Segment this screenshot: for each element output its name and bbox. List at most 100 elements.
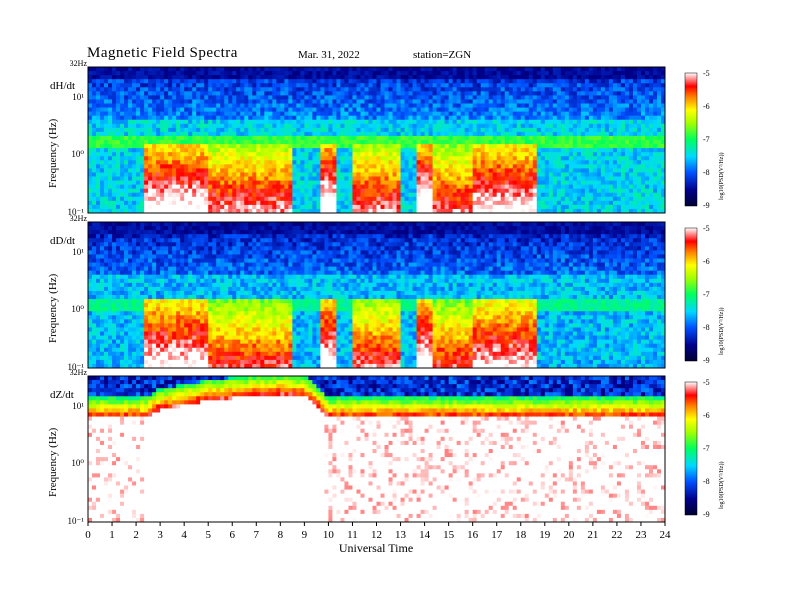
spectrogram-cell <box>628 196 634 202</box>
spectrogram-cell <box>196 192 201 198</box>
spectrogram-cell <box>352 204 357 210</box>
spectrogram-cell <box>152 156 157 161</box>
spectrogram-cell <box>376 127 381 133</box>
spectrogram-cell <box>156 156 161 161</box>
spectrogram-cell <box>332 67 337 72</box>
spectrogram-cell <box>476 79 482 84</box>
spectrogram-cell <box>416 144 421 149</box>
spectrogram-cell <box>564 135 570 141</box>
spectrogram-cell <box>92 127 97 133</box>
spectrogram-cell <box>432 111 438 117</box>
spectrogram-cell <box>536 172 542 177</box>
spectrogram-cell <box>496 135 502 141</box>
spectrogram-cell <box>88 156 93 161</box>
spectrogram-cell <box>392 71 397 76</box>
spectrogram-cell <box>456 200 462 206</box>
spectrogram-cell <box>352 196 357 202</box>
spectrogram-cell <box>544 91 550 96</box>
spectrogram-cell <box>584 111 590 117</box>
spectrogram-cell <box>636 196 642 202</box>
spectrogram-cell <box>604 79 610 84</box>
spectrogram-cell <box>136 148 141 153</box>
spectrogram-cell <box>432 95 438 100</box>
spectrogram-cell <box>436 91 442 96</box>
spectrogram-cell <box>264 71 269 76</box>
spectrogram-cell <box>120 188 125 194</box>
spectrogram-cell <box>384 208 389 214</box>
spectrogram-cell <box>200 208 205 214</box>
spectrogram-cell <box>360 123 365 129</box>
spectrogram-cell <box>340 148 345 153</box>
spectrogram-cell <box>436 172 442 177</box>
spectrogram-cell <box>464 127 470 133</box>
spectrogram-cell <box>552 99 558 104</box>
spectrogram-cell <box>476 184 482 190</box>
spectrogram-cell <box>596 168 602 173</box>
spectrogram-cell <box>192 184 197 190</box>
spectrogram-cell <box>560 144 566 149</box>
spectrogram-cell <box>600 67 606 72</box>
spectrogram-cell <box>320 115 325 121</box>
spectrogram-cell <box>236 103 241 108</box>
spectrogram-cell <box>168 87 173 92</box>
spectrogram-cell <box>376 71 381 76</box>
spectrogram-cell <box>164 119 169 125</box>
spectrogram-cell <box>188 75 193 80</box>
spectrogram-cell <box>324 87 329 92</box>
spectrogram-cell <box>172 176 177 181</box>
spectrogram-cell <box>276 180 281 186</box>
spectrogram-cell <box>256 135 261 141</box>
spectrogram-cell <box>548 67 554 72</box>
spectrogram-cell <box>300 160 305 165</box>
spectrogram-cell <box>376 99 381 104</box>
spectrogram-cell <box>576 111 582 117</box>
spectrogram-cell <box>320 172 325 177</box>
spectrogram-cell <box>244 156 249 161</box>
spectrogram-cell <box>252 131 257 137</box>
spectrogram-cell <box>468 79 474 84</box>
spectrogram-cell <box>440 99 446 104</box>
spectrogram-cell <box>360 135 365 141</box>
spectrogram-cell <box>416 188 421 194</box>
spectrogram-cell <box>592 156 598 161</box>
spectrogram-cell <box>460 115 466 121</box>
spectrogram-cell <box>412 156 417 161</box>
spectrogram-cell <box>468 127 474 133</box>
spectrogram-cell <box>352 87 357 92</box>
spectrogram-cell <box>364 188 369 194</box>
spectrogram-cell <box>624 87 630 92</box>
spectrogram-cell <box>368 204 373 210</box>
spectrogram-cell <box>384 156 389 161</box>
spectrogram-cell <box>276 208 281 214</box>
spectrogram-cell <box>92 71 97 76</box>
spectrogram-cell <box>108 172 113 177</box>
spectrogram-cell <box>148 140 153 145</box>
spectrogram-cell <box>616 103 622 108</box>
spectrogram-cell <box>532 176 538 181</box>
spectrogram-cell <box>536 123 542 129</box>
spectrogram-cell <box>140 208 145 214</box>
spectrogram-cell <box>220 180 225 186</box>
spectrogram-cell <box>556 127 562 133</box>
spectrogram-cell <box>100 208 105 214</box>
spectrogram-cell <box>156 152 161 157</box>
spectrogram-cell <box>400 204 405 210</box>
spectrogram-cell <box>132 180 137 186</box>
spectrogram-cell <box>376 176 381 181</box>
spectrogram-cell <box>500 111 506 117</box>
spectrogram-cell <box>524 204 530 210</box>
spectrogram-cell <box>544 208 550 214</box>
spectrogram-cell <box>340 200 345 206</box>
spectrogram-cell <box>516 160 522 165</box>
spectrogram-cell <box>588 99 594 104</box>
spectrogram-cell <box>572 152 578 157</box>
spectrogram-cell <box>572 111 578 117</box>
spectrogram-cell <box>292 127 297 133</box>
spectrogram-cell <box>584 115 590 121</box>
spectrogram-cell <box>640 131 646 137</box>
spectrogram-cell <box>512 184 518 190</box>
spectrogram-cell <box>376 196 381 202</box>
spectrogram-cell <box>460 119 466 125</box>
spectrogram-cell <box>444 107 450 113</box>
spectrogram-cell <box>224 152 229 157</box>
